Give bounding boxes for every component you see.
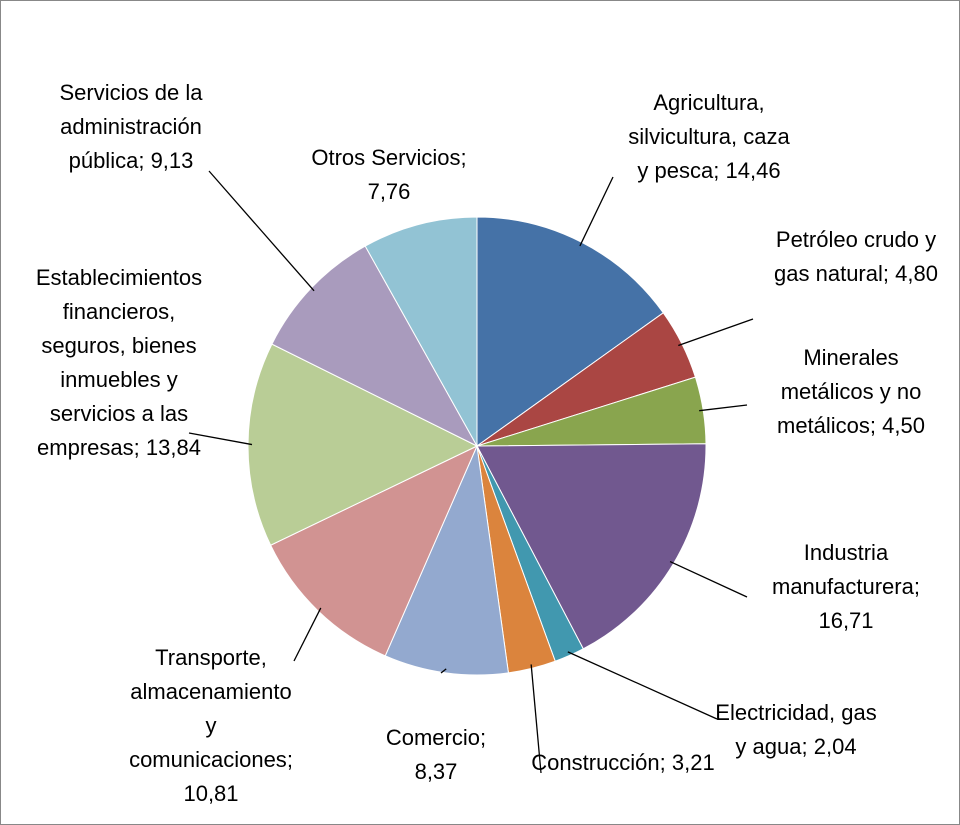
data-label: Minerales metálicos y no metálicos 4,50	[766, 341, 936, 443]
value-label: 3,21	[671, 750, 715, 775]
pie-slice	[364, 216, 478, 448]
data-label: Servicios de la administración pública 9…	[31, 76, 231, 178]
leader-line	[678, 318, 754, 347]
pie-slice	[269, 444, 478, 657]
category-label: Agricultura, silvicultura, caza y pesca	[628, 90, 789, 183]
value-label: 7,76	[367, 179, 411, 204]
data-label: Electricidad, gas y agua 2,04	[714, 696, 879, 764]
leader-line	[188, 432, 253, 446]
value-label: 4,50	[882, 413, 925, 438]
value-label: 16,71	[818, 608, 874, 633]
value-label: 13,84	[145, 435, 201, 460]
category-label: Establecimientos financieros, seguros, b…	[36, 265, 202, 460]
value-label: 9,13	[150, 148, 194, 173]
leader-line	[530, 664, 542, 774]
leader-line	[208, 170, 315, 292]
data-label: Transporte, almacenamiento y comunicacio…	[126, 641, 296, 811]
category-label: Comercio	[386, 725, 486, 750]
value-label: 14,46	[725, 158, 781, 183]
data-label: Petróleo crudo y gas natural 4,80	[766, 223, 946, 291]
data-label: Establecimientos financieros, seguros, b…	[30, 261, 208, 465]
category-label: Transporte, almacenamiento y comunicacio…	[129, 645, 293, 772]
value-label: 2,04	[813, 734, 857, 759]
data-label: Industria manufacturera 16,71	[771, 536, 921, 638]
category-label: Otros Servicios	[311, 145, 466, 170]
category-label: Construcción	[531, 750, 666, 775]
value-label: 8,37	[414, 759, 458, 784]
data-label: Otros Servicios 7,76	[299, 141, 479, 209]
data-label: Comercio 8,37	[371, 721, 501, 789]
leader-line	[440, 668, 447, 674]
value-label: 10,81	[183, 781, 239, 806]
leader-line	[669, 560, 748, 598]
pie-slice	[384, 444, 509, 676]
leader-line	[293, 607, 322, 662]
data-label: Agricultura, silvicultura, caza y pesca …	[624, 86, 794, 188]
leader-line	[567, 651, 718, 720]
value-label: 4,80	[895, 261, 938, 286]
data-label: Construcción 3,21	[528, 746, 718, 780]
leader-line	[699, 404, 748, 412]
pie-slice	[247, 343, 479, 546]
leader-line	[579, 176, 614, 247]
category-label: Industria manufacturera	[772, 540, 920, 599]
